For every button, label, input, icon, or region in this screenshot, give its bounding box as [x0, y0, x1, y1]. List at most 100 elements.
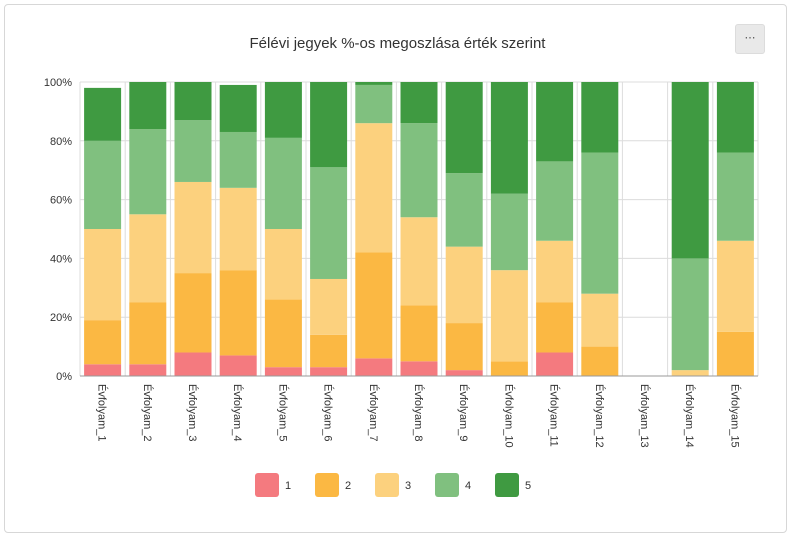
bar-segment-5[interactable]	[581, 82, 619, 153]
bar-segment-5[interactable]	[84, 87, 122, 141]
y-tick-label: 40%	[50, 253, 72, 265]
bar-segment-2[interactable]	[400, 305, 438, 362]
bar-segment-1[interactable]	[536, 352, 574, 376]
bar-segment-3[interactable]	[310, 278, 348, 335]
x-tick-label: Évfolyam_13	[638, 384, 651, 448]
bar-segment-5[interactable]	[355, 82, 393, 85]
bar-segment-5[interactable]	[716, 82, 754, 153]
bar-segment-4[interactable]	[490, 193, 528, 271]
legend-label-2[interactable]: 2	[345, 480, 351, 492]
y-tick-label: 80%	[50, 136, 72, 148]
x-tick-label: Évfolyam_1	[96, 384, 109, 441]
bar-segment-4[interactable]	[671, 258, 709, 371]
legend-swatch-2[interactable]	[315, 473, 339, 497]
bar-segment-3[interactable]	[84, 229, 122, 321]
bar-segment-1[interactable]	[310, 367, 348, 376]
x-tick-label: Évfolyam_5	[276, 384, 289, 441]
bar-segment-4[interactable]	[445, 173, 483, 247]
bar-segment-3[interactable]	[219, 187, 257, 271]
bar-segment-3[interactable]	[671, 370, 709, 376]
bar-segment-3[interactable]	[445, 246, 483, 324]
bar-segment-5[interactable]	[219, 84, 257, 132]
x-tick-label: Évfolyam_10	[502, 384, 515, 448]
legend-swatch-5[interactable]	[495, 473, 519, 497]
bar-segment-3[interactable]	[264, 229, 302, 300]
y-tick-label: 100%	[44, 77, 72, 89]
legend-label-5[interactable]: 5	[525, 480, 531, 492]
bar-segment-5[interactable]	[174, 82, 212, 121]
x-tick-label: Évfolyam_15	[728, 384, 741, 448]
x-tick-label: Évfolyam_6	[322, 384, 335, 441]
y-tick-label: 20%	[50, 312, 72, 324]
bar-segment-4[interactable]	[219, 131, 257, 188]
bar-segment-2[interactable]	[490, 361, 528, 376]
bar-segment-1[interactable]	[400, 361, 438, 376]
chart-title: Félévi jegyek %-os megoszlása érték szer…	[249, 35, 546, 52]
bar-segment-2[interactable]	[219, 270, 257, 356]
bar-segment-3[interactable]	[400, 217, 438, 306]
bar-segment-1[interactable]	[84, 364, 122, 376]
bar-segment-1[interactable]	[264, 367, 302, 376]
bar-segment-5[interactable]	[536, 82, 574, 162]
bars-layer	[84, 82, 754, 376]
bar-segment-5[interactable]	[310, 82, 348, 168]
bar-segment-2[interactable]	[536, 302, 574, 353]
bar-segment-2[interactable]	[264, 299, 302, 368]
y-tick-label: 60%	[50, 195, 72, 207]
bar-segment-1[interactable]	[129, 364, 167, 376]
bar-segment-4[interactable]	[84, 140, 122, 229]
x-tick-label: Évfolyam_9	[457, 384, 470, 441]
x-tick-label: Évfolyam_7	[367, 384, 380, 441]
bar-segment-4[interactable]	[536, 161, 574, 241]
x-tick-label: Évfolyam_4	[231, 384, 244, 441]
bar-segment-3[interactable]	[129, 214, 167, 303]
bar-segment-4[interactable]	[400, 123, 438, 218]
y-tick-label: 0%	[56, 371, 72, 383]
bar-segment-4[interactable]	[310, 167, 348, 279]
bar-segment-3[interactable]	[490, 270, 528, 362]
axis-layer: 0% 20% 40% 60% 80% 100% Évfolyam_1 Évfolyam_2 Év…	[44, 77, 758, 448]
bar-segment-3[interactable]	[174, 181, 212, 274]
x-tick-label: Évfolyam_2	[141, 384, 154, 441]
bar-segment-4[interactable]	[716, 152, 754, 241]
legend-label-3[interactable]: 3	[405, 480, 411, 492]
bar-segment-2[interactable]	[129, 302, 167, 365]
bar-segment-4[interactable]	[264, 137, 302, 229]
legend-swatch-1[interactable]	[255, 473, 279, 497]
bar-segment-2[interactable]	[355, 252, 393, 359]
x-tick-label: Évfolyam_3	[186, 384, 199, 441]
x-tick-label: Évfolyam_12	[593, 384, 606, 448]
bar-segment-3[interactable]	[355, 123, 393, 253]
bar-segment-2[interactable]	[445, 323, 483, 371]
bar-segment-4[interactable]	[129, 129, 167, 215]
bar-segment-3[interactable]	[536, 240, 574, 303]
bar-segment-3[interactable]	[716, 240, 754, 332]
bar-segment-2[interactable]	[581, 346, 619, 376]
bar-segment-4[interactable]	[174, 120, 212, 182]
bar-segment-2[interactable]	[84, 320, 122, 365]
bar-segment-5[interactable]	[445, 82, 483, 174]
bar-segment-4[interactable]	[581, 152, 619, 294]
bar-segment-1[interactable]	[355, 358, 393, 376]
legend-swatch-3[interactable]	[375, 473, 399, 497]
legend-label-1[interactable]: 1	[285, 480, 291, 492]
bar-segment-1[interactable]	[219, 355, 257, 376]
legend-swatch-4[interactable]	[435, 473, 459, 497]
bar-segment-5[interactable]	[671, 82, 709, 259]
bar-segment-5[interactable]	[400, 82, 438, 124]
bar-segment-2[interactable]	[310, 334, 348, 368]
bar-segment-4[interactable]	[355, 84, 393, 124]
bar-segment-5[interactable]	[129, 82, 167, 130]
bar-segment-2[interactable]	[174, 273, 212, 353]
chart-menu-button[interactable]: ⋯	[735, 24, 765, 54]
x-tick-label: Évfolyam_8	[412, 384, 425, 441]
bar-segment-3[interactable]	[581, 293, 619, 347]
legend-label-4[interactable]: 4	[465, 480, 471, 492]
bar-segment-5[interactable]	[490, 82, 528, 194]
bar-segment-1[interactable]	[174, 352, 212, 376]
x-tick-label: Évfolyam_11	[548, 384, 561, 447]
bar-segment-1[interactable]	[445, 370, 483, 376]
bar-segment-5[interactable]	[264, 82, 302, 138]
bar-segment-2[interactable]	[716, 331, 754, 376]
